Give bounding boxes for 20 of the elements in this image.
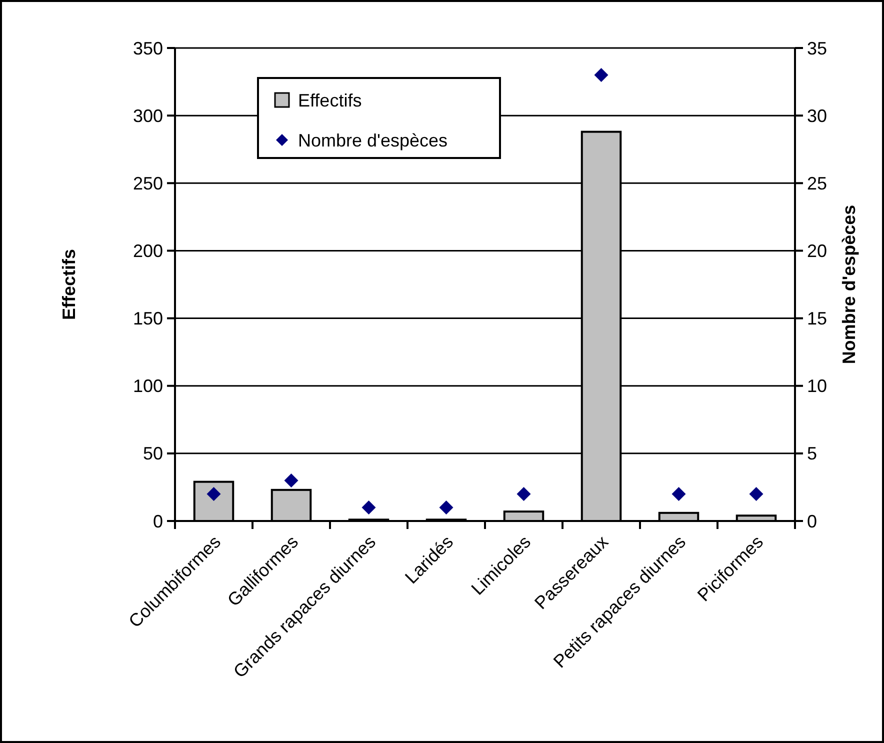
y-tick-label: 350 — [132, 38, 163, 58]
legend-label: Nombre d'espèces — [298, 130, 448, 150]
y2-tick-label: 10 — [807, 376, 828, 396]
y2-tick-label: 20 — [807, 241, 828, 262]
y-tick-label: 200 — [132, 241, 163, 262]
y-tick-label: 300 — [132, 106, 163, 126]
y-tick-label: 0 — [152, 511, 163, 532]
y2-tick-label: 5 — [807, 444, 818, 464]
y2-axis-title: Nombre d'espèces — [839, 204, 859, 364]
legend-label: Effectifs — [298, 90, 362, 110]
y2-tick-label: 25 — [807, 173, 828, 194]
y-tick-label: 100 — [132, 376, 163, 396]
y-tick-label: 50 — [142, 444, 163, 464]
y2-tick-label: 30 — [807, 106, 828, 126]
y2-tick-label: 15 — [807, 308, 828, 329]
y2-tick-label: 35 — [807, 38, 828, 58]
y2-tick-label: 0 — [807, 511, 818, 532]
y-axis-title: Effectifs — [59, 248, 79, 320]
y-tick-label: 250 — [132, 173, 163, 194]
y-tick-label: 150 — [132, 308, 163, 329]
